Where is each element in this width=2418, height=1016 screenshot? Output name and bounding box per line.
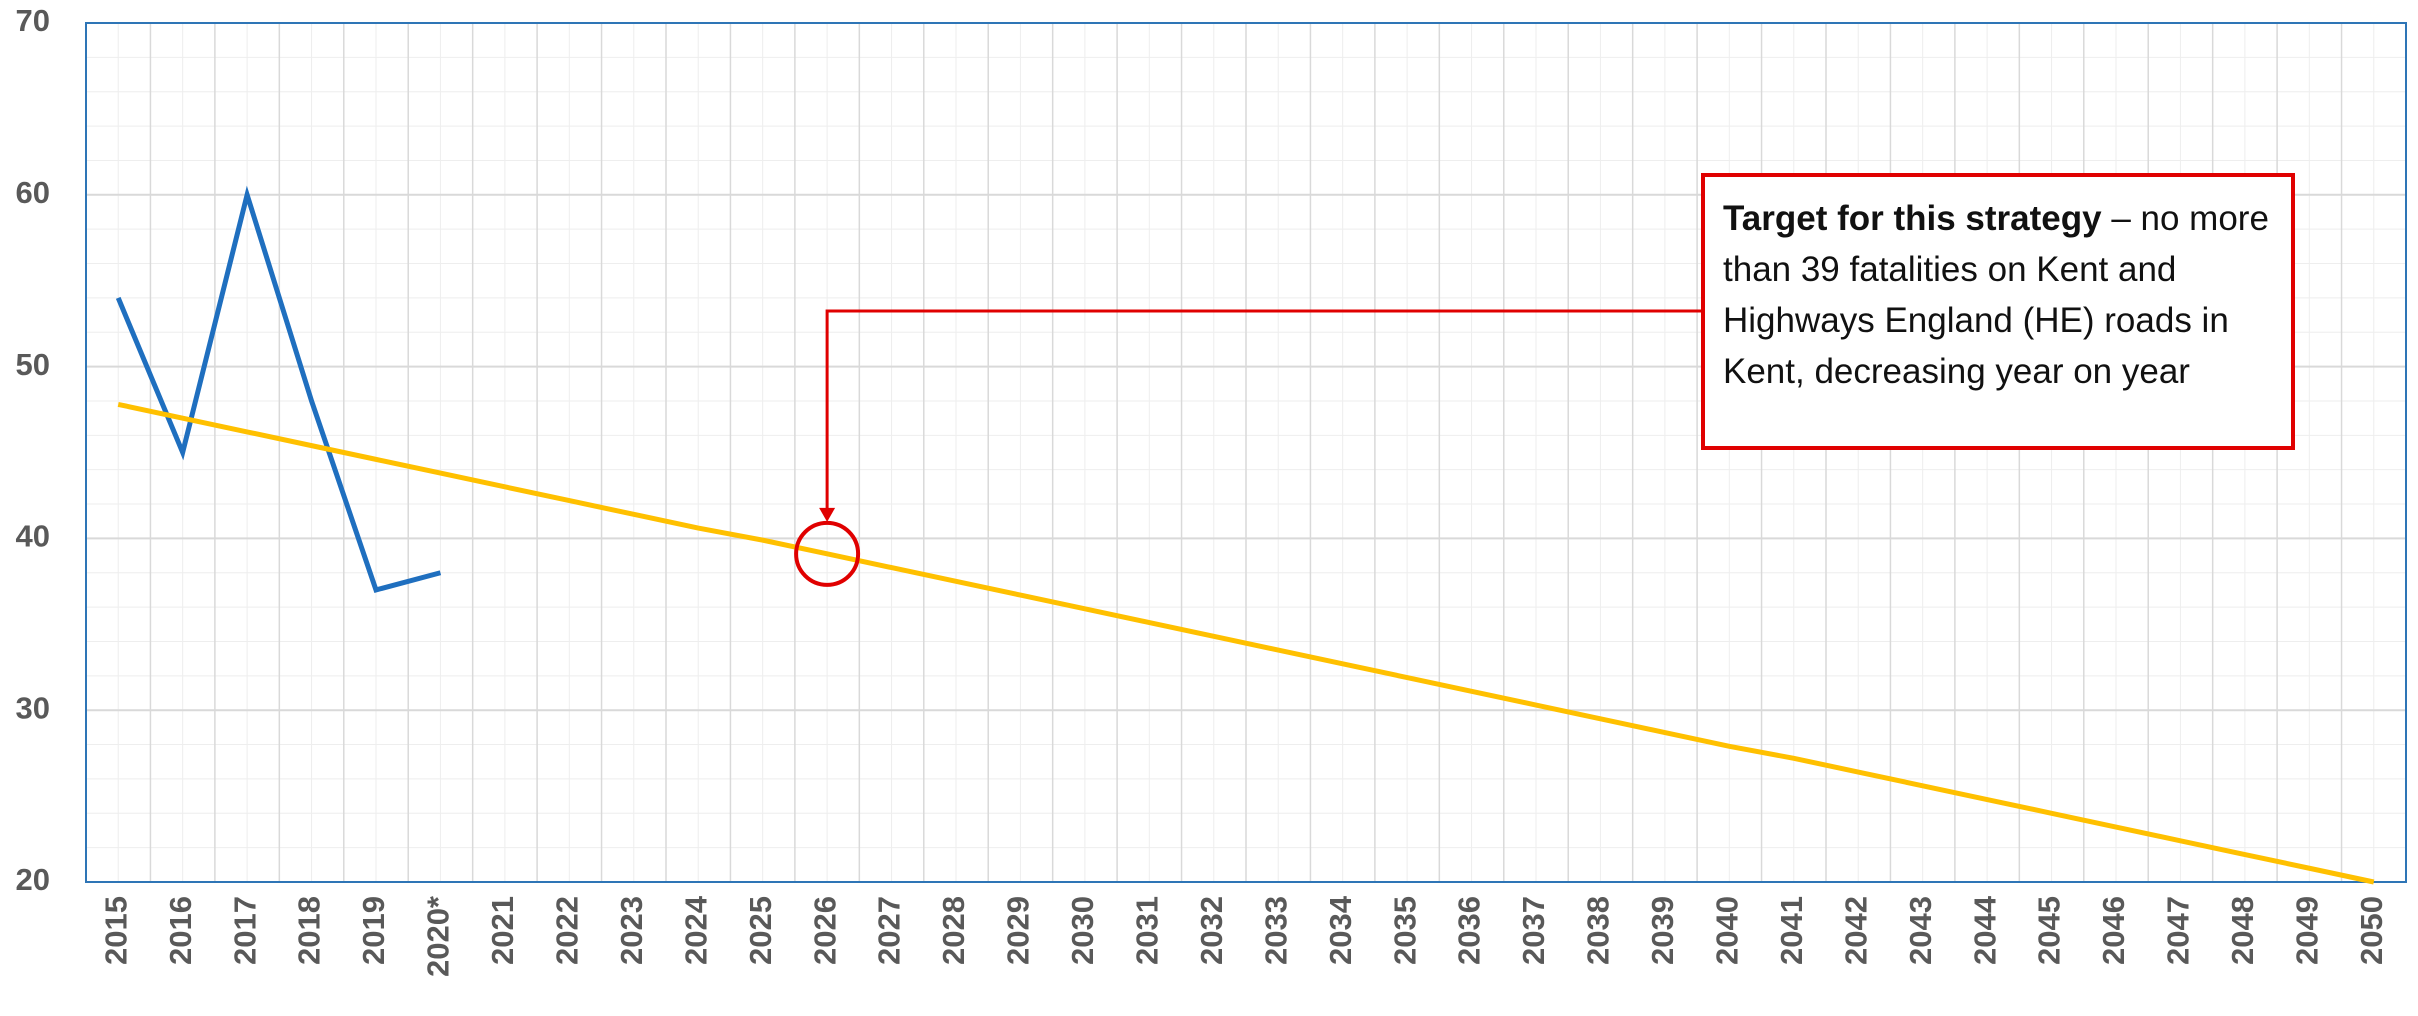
x-tick-label: 2015	[98, 896, 133, 965]
x-tick-label: 2040	[1710, 896, 1745, 965]
x-tick-label: 2024	[678, 895, 713, 965]
x-tick-label: 2029	[1001, 896, 1036, 965]
x-tick-label: 2017	[227, 896, 262, 965]
x-tick-label: 2021	[485, 896, 520, 965]
target-circle	[794, 520, 861, 587]
x-tick-label: 2019	[356, 896, 391, 965]
x-tick-label: 2046	[2096, 896, 2131, 965]
x-tick-label: 2026	[807, 896, 842, 965]
annotation-text: – no more than 39 fatalities on Kent and…	[1723, 199, 2269, 391]
x-tick-label: 2047	[2161, 896, 2196, 965]
y-tick-label: 60	[16, 175, 50, 210]
x-tick-label: 2037	[1516, 896, 1551, 965]
x-tick-label: 2016	[163, 896, 198, 965]
x-tick-label: 2020*	[421, 895, 456, 977]
x-tick-label: 2032	[1194, 896, 1229, 965]
y-tick-label: 20	[16, 862, 50, 897]
x-tick-label: 2039	[1645, 896, 1680, 965]
annotation-bold: Target for this strategy	[1723, 199, 2102, 238]
x-tick-label: 2048	[2225, 896, 2260, 965]
x-tick-label: 2033	[1258, 896, 1293, 965]
x-tick-label: 2035	[1387, 896, 1422, 965]
x-tick-label: 2031	[1130, 896, 1165, 965]
x-tick-label: 2042	[1838, 896, 1873, 965]
x-tick-label: 2030	[1065, 896, 1100, 965]
x-tick-label: 2045	[2032, 896, 2067, 965]
x-tick-label: 2023	[614, 896, 649, 965]
annotation-box: Target for this strategy – no more than …	[1701, 173, 2295, 450]
x-tick-label: 2028	[936, 896, 971, 965]
plot-frame	[85, 22, 2407, 883]
x-tick-label: 2034	[1323, 895, 1358, 965]
y-tick-label: 50	[16, 347, 50, 382]
x-tick-label: 2022	[550, 896, 585, 965]
y-tick-label: 70	[16, 3, 50, 38]
x-tick-label: 2050	[2354, 896, 2389, 965]
arrow-head	[819, 507, 836, 522]
x-tick-label: 2027	[872, 896, 907, 965]
x-tick-label: 2036	[1452, 896, 1487, 965]
x-tick-label: 2044	[1967, 895, 2002, 965]
x-tick-label: 2049	[2290, 896, 2325, 965]
x-tick-label: 2018	[292, 896, 327, 965]
x-tick-label: 2038	[1581, 896, 1616, 965]
series-line	[117, 401, 2375, 885]
x-tick-label: 2043	[1903, 896, 1938, 965]
connector	[825, 309, 1701, 510]
y-tick-label: 30	[16, 690, 50, 725]
y-tick-label: 40	[16, 519, 50, 554]
series-line	[115, 185, 442, 593]
x-tick-label: 2025	[743, 896, 778, 965]
x-tick-label: 2041	[1774, 896, 1809, 965]
